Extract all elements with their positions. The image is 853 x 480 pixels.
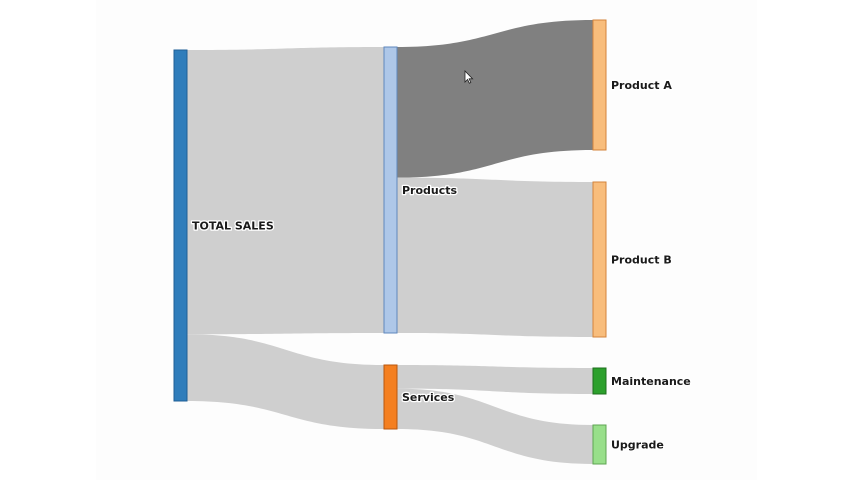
node-label-upgrade: Upgrade (611, 439, 664, 452)
link-products-to-productA[interactable] (397, 20, 593, 178)
node-label-productA: Product A (611, 79, 672, 92)
link-services-to-maintenance[interactable] (397, 365, 593, 394)
node-productA[interactable] (592, 19, 607, 151)
mouse-pointer-icon (464, 70, 474, 84)
node-maintenance[interactable] (592, 367, 607, 395)
node-label-products: Products (402, 184, 458, 197)
link-total-to-products[interactable] (187, 47, 384, 335)
node-services[interactable] (383, 364, 398, 430)
node-upgrade[interactable] (592, 424, 607, 465)
node-label-services: Services (402, 391, 455, 404)
labels-layer: TOTAL SALES Products Services Product A Prod… (191, 78, 692, 453)
link-total-to-services[interactable] (187, 334, 384, 429)
node-total[interactable] (173, 49, 188, 402)
node-label-maintenance: Maintenance (611, 375, 691, 388)
node-label-productB: Product B (611, 254, 672, 267)
node-label-total: TOTAL SALES (192, 220, 274, 233)
node-productB[interactable] (592, 181, 607, 338)
link-services-to-upgrade[interactable] (397, 388, 593, 464)
node-products[interactable] (383, 46, 398, 334)
link-products-to-productB[interactable] (397, 177, 593, 337)
links-layer (187, 20, 593, 464)
nodes-layer (173, 19, 607, 465)
